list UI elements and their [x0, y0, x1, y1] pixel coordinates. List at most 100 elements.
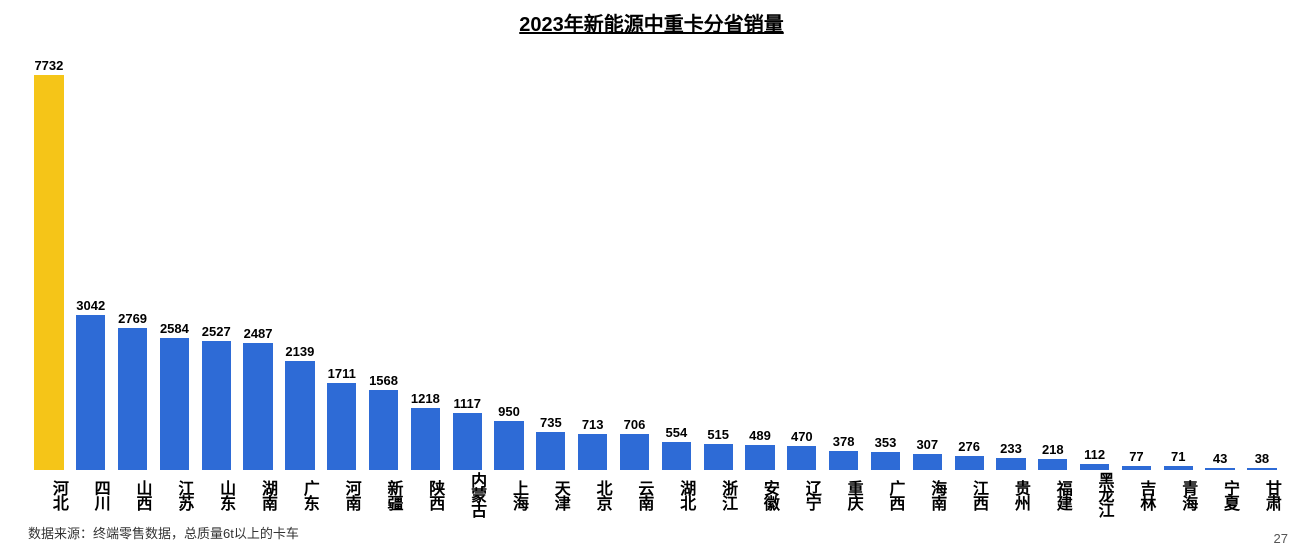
bar-col: 2584: [153, 45, 195, 470]
bar-col: 2527: [195, 45, 237, 470]
x-axis-tick-label: 湖南: [237, 472, 279, 517]
x-axis-tick-label: 湖北: [655, 472, 697, 517]
x-axis-tick-label: 广西: [865, 472, 907, 517]
bar-col: 2769: [112, 45, 154, 470]
x-axis-tick-label: 北京: [572, 472, 614, 517]
bar: [494, 421, 523, 470]
bar-value-label: 1711: [328, 366, 356, 381]
x-axis-tick-label: 重庆: [823, 472, 865, 517]
x-axis-tick-label: 安徽: [739, 472, 781, 517]
bar-value-label: 77: [1129, 449, 1143, 464]
bar-value-label: 1568: [369, 373, 398, 388]
bar: [1247, 468, 1276, 470]
x-axis-tick-label: 云南: [614, 472, 656, 517]
bar-col: 71: [1157, 45, 1199, 470]
bar: [34, 75, 63, 470]
x-axis-tick-label: 海南: [906, 472, 948, 517]
bar-col: 276: [948, 45, 990, 470]
bar-col: 353: [865, 45, 907, 470]
x-axis-tick-label: 四川: [70, 472, 112, 517]
data-source-note: 数据来源：终端零售数据，总质量6t以上的卡车: [28, 523, 299, 542]
x-axis-tick-label: 甘肃: [1241, 472, 1283, 517]
bar-col: 218: [1032, 45, 1074, 470]
bar-col: 77: [1116, 45, 1158, 470]
bar: [1122, 466, 1151, 470]
bar-value-label: 950: [498, 404, 520, 419]
chart-plot-area: 7732 3042 2769 2584 2527 2487 2139 1711 1568 1218…: [28, 45, 1283, 470]
bar: [369, 390, 398, 470]
bar: [578, 434, 607, 470]
x-axis-tick-label: 青海: [1157, 472, 1199, 517]
bar-value-label: 489: [749, 428, 771, 443]
bar: [411, 408, 440, 470]
bar-col: 1117: [446, 45, 488, 470]
bar-value-label: 554: [665, 425, 687, 440]
x-axis-tick-label: 吉林: [1116, 472, 1158, 517]
x-axis-tick-label: 山西: [112, 472, 154, 517]
bar: [118, 328, 147, 470]
bar-value-label: 71: [1171, 449, 1185, 464]
x-axis-tick-label: 新疆: [363, 472, 405, 517]
x-axis-tick-label: 宁夏: [1199, 472, 1241, 517]
chart-title: 2023年新能源中重卡分省销量: [0, 8, 1303, 37]
bar-value-label: 233: [1000, 441, 1022, 456]
bar: [829, 451, 858, 470]
bar-col: 735: [530, 45, 572, 470]
bar: [536, 432, 565, 470]
bar-value-label: 38: [1255, 451, 1269, 466]
bar-col: 43: [1199, 45, 1241, 470]
bar: [285, 361, 314, 470]
bar: [1205, 468, 1234, 470]
bar: [1038, 459, 1067, 470]
x-axis-tick-label: 上海: [488, 472, 530, 517]
bar: [1080, 464, 1109, 470]
bar: [745, 445, 774, 470]
x-axis-tick-label: 广东: [279, 472, 321, 517]
bar: [243, 343, 272, 470]
x-axis-tick-label: 河北: [28, 472, 70, 517]
bar-value-label: 1218: [411, 391, 440, 406]
bar-value-label: 353: [875, 435, 897, 450]
bar-value-label: 470: [791, 429, 813, 444]
bar-col: 38: [1241, 45, 1283, 470]
bar: [704, 444, 733, 470]
bar-col: 713: [572, 45, 614, 470]
bar-value-label: 7732: [34, 58, 63, 73]
bar-value-label: 3042: [76, 298, 105, 313]
x-axis-tick-label: 贵州: [990, 472, 1032, 517]
bar-col: 950: [488, 45, 530, 470]
bar: [202, 341, 231, 470]
x-axis-tick-label: 内蒙古: [446, 472, 488, 517]
bar-value-label: 2139: [285, 344, 314, 359]
page-number: 27: [1274, 531, 1288, 546]
bar-value-label: 378: [833, 434, 855, 449]
bar: [620, 434, 649, 470]
bar-value-label: 713: [582, 417, 604, 432]
bar-value-label: 2584: [160, 321, 189, 336]
bar-value-label: 112: [1084, 447, 1105, 462]
bar-col: 1568: [363, 45, 405, 470]
bar-value-label: 43: [1213, 451, 1227, 466]
x-axis-tick-label: 山东: [195, 472, 237, 517]
bar-col: 2487: [237, 45, 279, 470]
x-axis-tick-label: 陕西: [404, 472, 446, 517]
bar: [871, 452, 900, 470]
bar: [453, 413, 482, 470]
bar: [1164, 466, 1193, 470]
bar: [996, 458, 1025, 470]
x-axis-tick-label: 辽宁: [781, 472, 823, 517]
bar-col: 1711: [321, 45, 363, 470]
bar-value-label: 2527: [202, 324, 231, 339]
bar-value-label: 735: [540, 415, 562, 430]
bar-value-label: 2769: [118, 311, 147, 326]
bar-value-label: 218: [1042, 442, 1064, 457]
bar-col: 554: [655, 45, 697, 470]
x-axis-labels: 河北四川山西江苏山东湖南广东河南新疆陕西内蒙古上海天津北京云南湖北浙江安徽辽宁重…: [28, 472, 1283, 517]
bar-value-label: 706: [624, 417, 646, 432]
bar-value-label: 276: [958, 439, 980, 454]
bar-col: 233: [990, 45, 1032, 470]
x-axis-tick-label: 河南: [321, 472, 363, 517]
x-axis-tick-label: 天津: [530, 472, 572, 517]
bar-col: 378: [823, 45, 865, 470]
x-axis-tick-label: 浙江: [697, 472, 739, 517]
